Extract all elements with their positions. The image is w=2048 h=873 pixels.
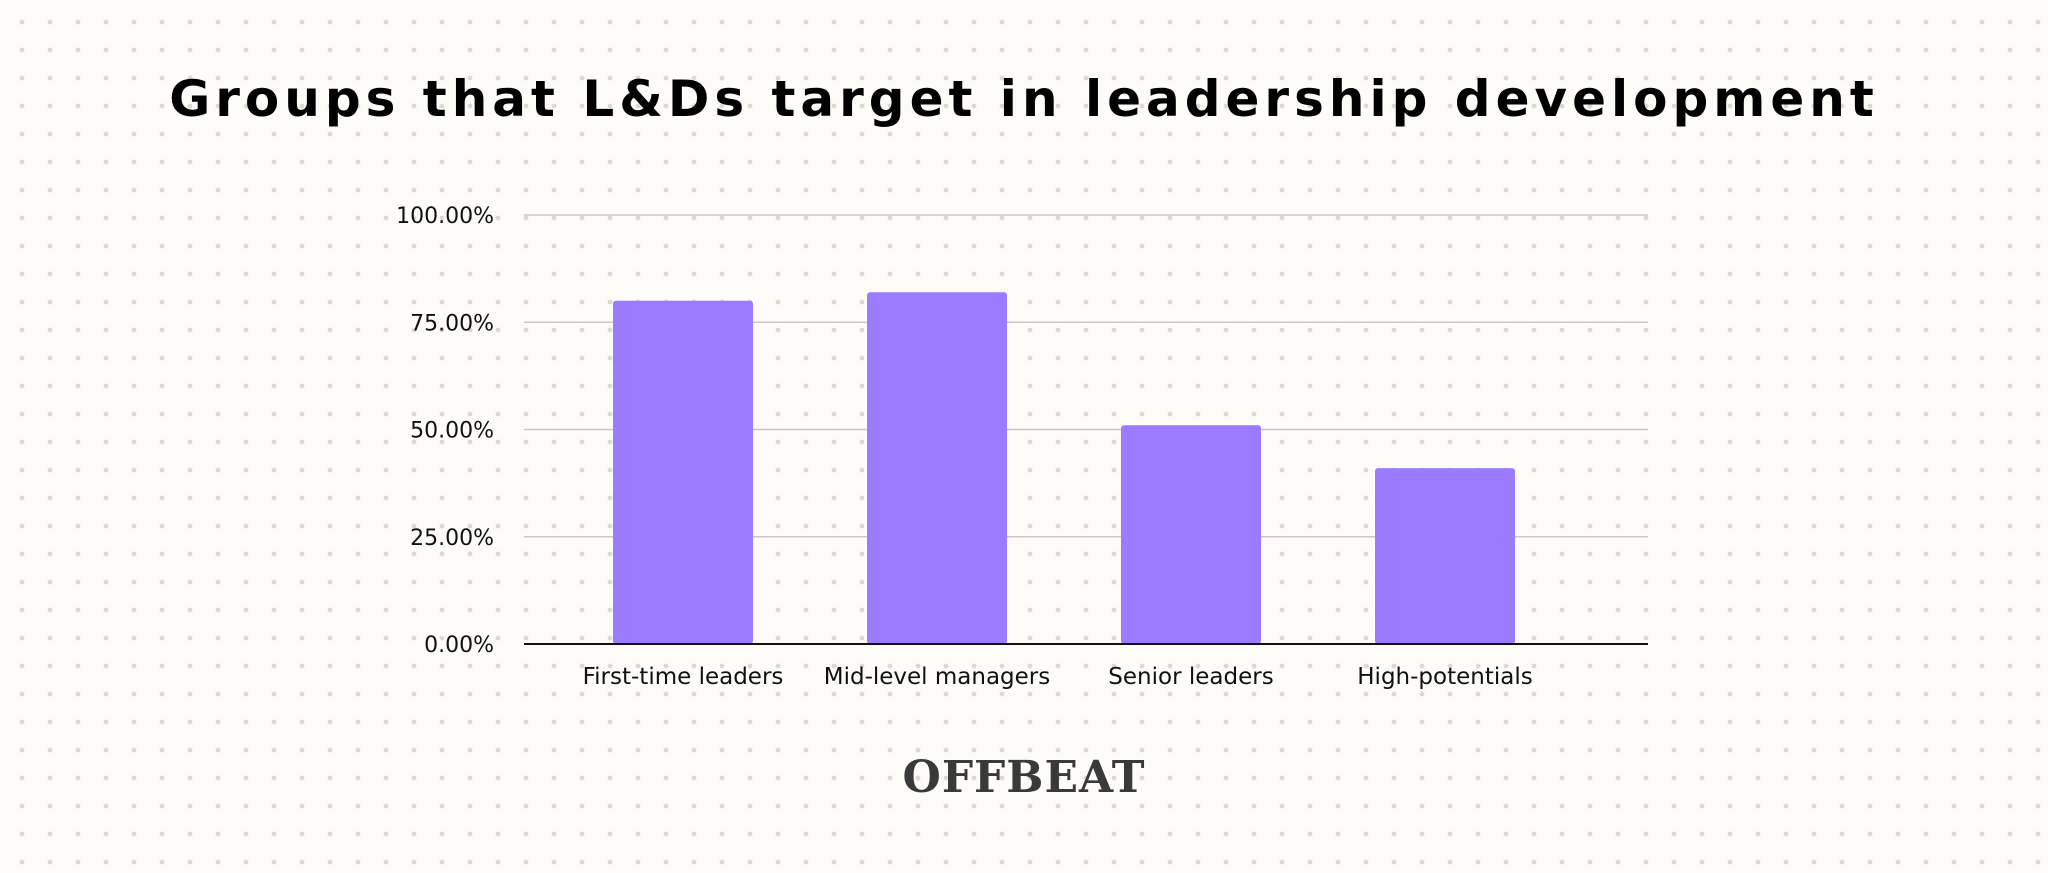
y-tick-label: 100.00%	[396, 204, 494, 229]
x-category-label: Senior leaders	[1108, 664, 1273, 690]
chart-title: Groups that L&Ds target in leadership de…	[169, 70, 1879, 128]
y-tick-label: 0.00%	[424, 633, 494, 658]
x-category-label: High-potentials	[1357, 664, 1532, 690]
bar	[1375, 468, 1515, 644]
y-tick-label: 75.00%	[410, 311, 494, 336]
bar	[1121, 425, 1261, 644]
x-category-label: Mid-level managers	[824, 664, 1051, 690]
y-tick-label: 25.00%	[410, 526, 494, 551]
bar	[867, 292, 1007, 644]
y-tick-label: 50.00%	[410, 419, 494, 444]
brand-logo: OFFBEAT	[902, 752, 1146, 803]
x-category-label: First-time leaders	[583, 664, 784, 690]
bar	[613, 300, 753, 644]
